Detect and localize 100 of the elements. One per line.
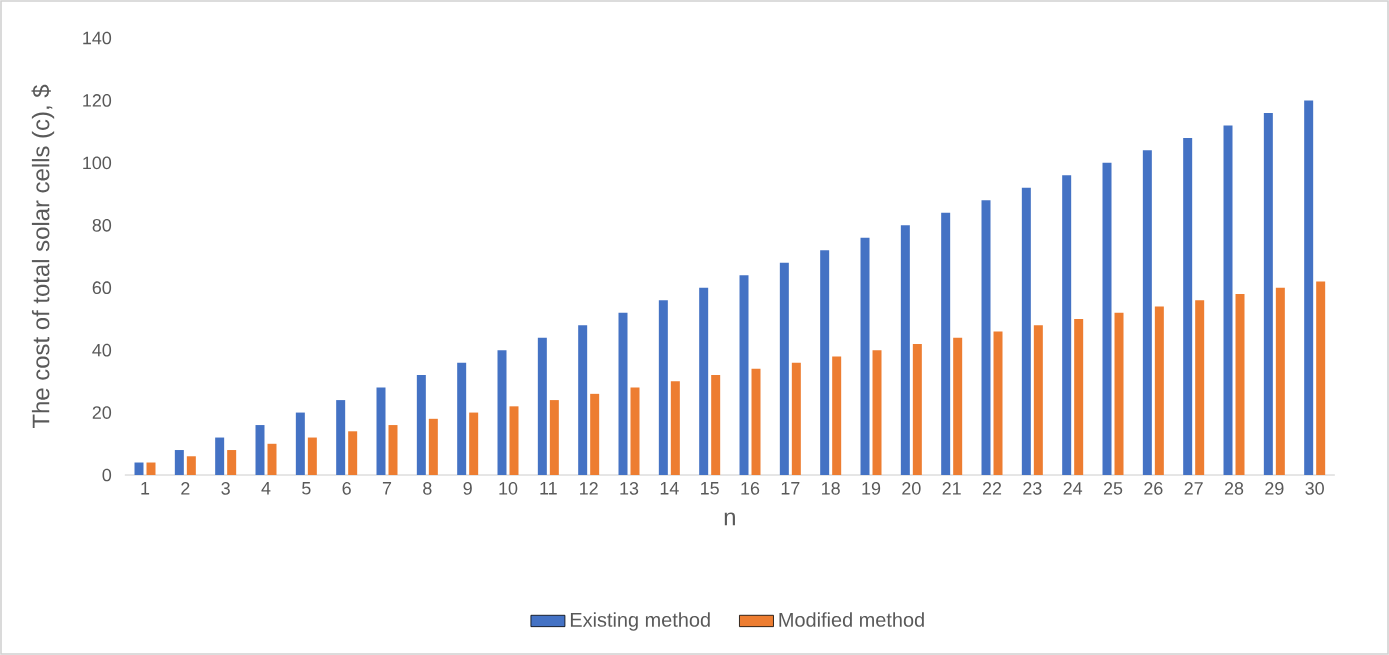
bar: [457, 362, 467, 475]
bar: [1114, 312, 1124, 475]
x-tick-label: 2: [181, 482, 190, 495]
x-tick-label: 18: [822, 482, 840, 495]
x-tick-label: 30: [1305, 482, 1324, 495]
x-tick-label: 9: [463, 482, 472, 495]
bar: [134, 462, 144, 475]
x-tick-label: 11: [540, 482, 557, 495]
bar: [699, 287, 709, 475]
bar: [146, 462, 156, 475]
x-tick-label: 22: [982, 482, 1002, 495]
bar: [428, 418, 438, 475]
bar: [1074, 318, 1084, 475]
y-tick-label: 20: [92, 406, 112, 419]
x-tick-label: 1: [141, 482, 150, 495]
bar: [174, 450, 184, 475]
bar: [658, 300, 668, 475]
x-tick-label: 17: [781, 482, 800, 495]
bar: [469, 412, 479, 475]
bar: [348, 431, 358, 475]
bar: [832, 356, 842, 475]
bar: [630, 387, 640, 475]
bar: [1062, 175, 1072, 475]
x-tick-label: 29: [1265, 482, 1284, 495]
bar: [388, 425, 398, 475]
bar: [215, 437, 225, 475]
bar: [590, 393, 600, 475]
x-tick-label: 23: [1023, 482, 1042, 495]
bar: [670, 381, 680, 475]
bar: [1223, 125, 1233, 475]
x-tick-label: 16: [741, 482, 760, 495]
legend-label: Modified method: [779, 612, 924, 627]
y-tick-label: 0: [102, 468, 112, 482]
x-tick-label: 28: [1224, 482, 1244, 495]
bar: [618, 312, 628, 475]
y-tick-label: 80: [92, 218, 112, 232]
bar: [307, 437, 317, 475]
bar: [1275, 287, 1285, 475]
bar: [1142, 150, 1152, 475]
bar: [227, 450, 237, 475]
bar: [255, 425, 265, 475]
x-tick-label: 4: [261, 482, 271, 495]
y-tick-label: 120: [83, 94, 112, 107]
bar: [1183, 137, 1193, 475]
x-tick-label: 10: [499, 482, 518, 495]
bar: [537, 337, 547, 475]
bar: [791, 362, 801, 475]
bar: [941, 212, 951, 475]
bar: [509, 406, 519, 475]
x-tick-label: 13: [620, 482, 639, 495]
x-tick-label: 27: [1184, 482, 1203, 495]
bar: [993, 331, 1003, 475]
x-axis-title: n: [724, 512, 735, 526]
bar: [711, 375, 721, 475]
bar: [267, 443, 277, 475]
bar: [549, 400, 559, 475]
bar: [739, 275, 749, 475]
y-axis-title: The cost of total solar cells (c), $: [31, 84, 55, 429]
bar: [860, 237, 870, 475]
bar: [1304, 100, 1314, 475]
bar: [1263, 112, 1273, 475]
bar: [1235, 293, 1245, 475]
x-tick-label: 20: [902, 482, 921, 495]
bar: [900, 225, 910, 475]
x-tick-label: 26: [1144, 482, 1163, 495]
legend-label: Existing method: [570, 612, 710, 631]
bar: [1021, 187, 1031, 475]
bar: [953, 337, 963, 475]
bar: [497, 350, 507, 475]
bar: [1033, 325, 1043, 475]
y-tick-label: 140: [83, 31, 112, 45]
bar: [186, 456, 196, 475]
bar: [820, 250, 830, 475]
bar: [1316, 281, 1326, 475]
bar: [376, 387, 386, 475]
x-tick-label: 19: [862, 482, 881, 495]
bar: [1102, 162, 1112, 475]
x-tick-label: 3: [221, 482, 230, 495]
bar: [336, 400, 346, 475]
x-tick-label: 8: [423, 482, 432, 495]
bar: [981, 200, 991, 475]
y-tick-label: 40: [92, 343, 112, 357]
bar: [1195, 300, 1205, 475]
x-tick-label: 6: [342, 482, 351, 495]
bar: [779, 262, 789, 475]
y-tick-label: 100: [83, 156, 112, 170]
x-tick-label: 7: [382, 482, 392, 495]
x-tick-label: 25: [1103, 482, 1123, 495]
x-tick-label: 5: [302, 482, 311, 495]
x-tick-label: 21: [942, 482, 961, 495]
bar: [578, 325, 588, 475]
bar: [416, 375, 426, 475]
bar: [295, 412, 305, 475]
x-tick-label: 15: [701, 482, 719, 495]
bar: [1154, 306, 1164, 475]
bar: [872, 350, 882, 475]
x-tick-label: 12: [580, 482, 598, 495]
bar: [912, 343, 922, 475]
bar: [751, 368, 761, 475]
y-tick-label: 60: [92, 281, 112, 295]
